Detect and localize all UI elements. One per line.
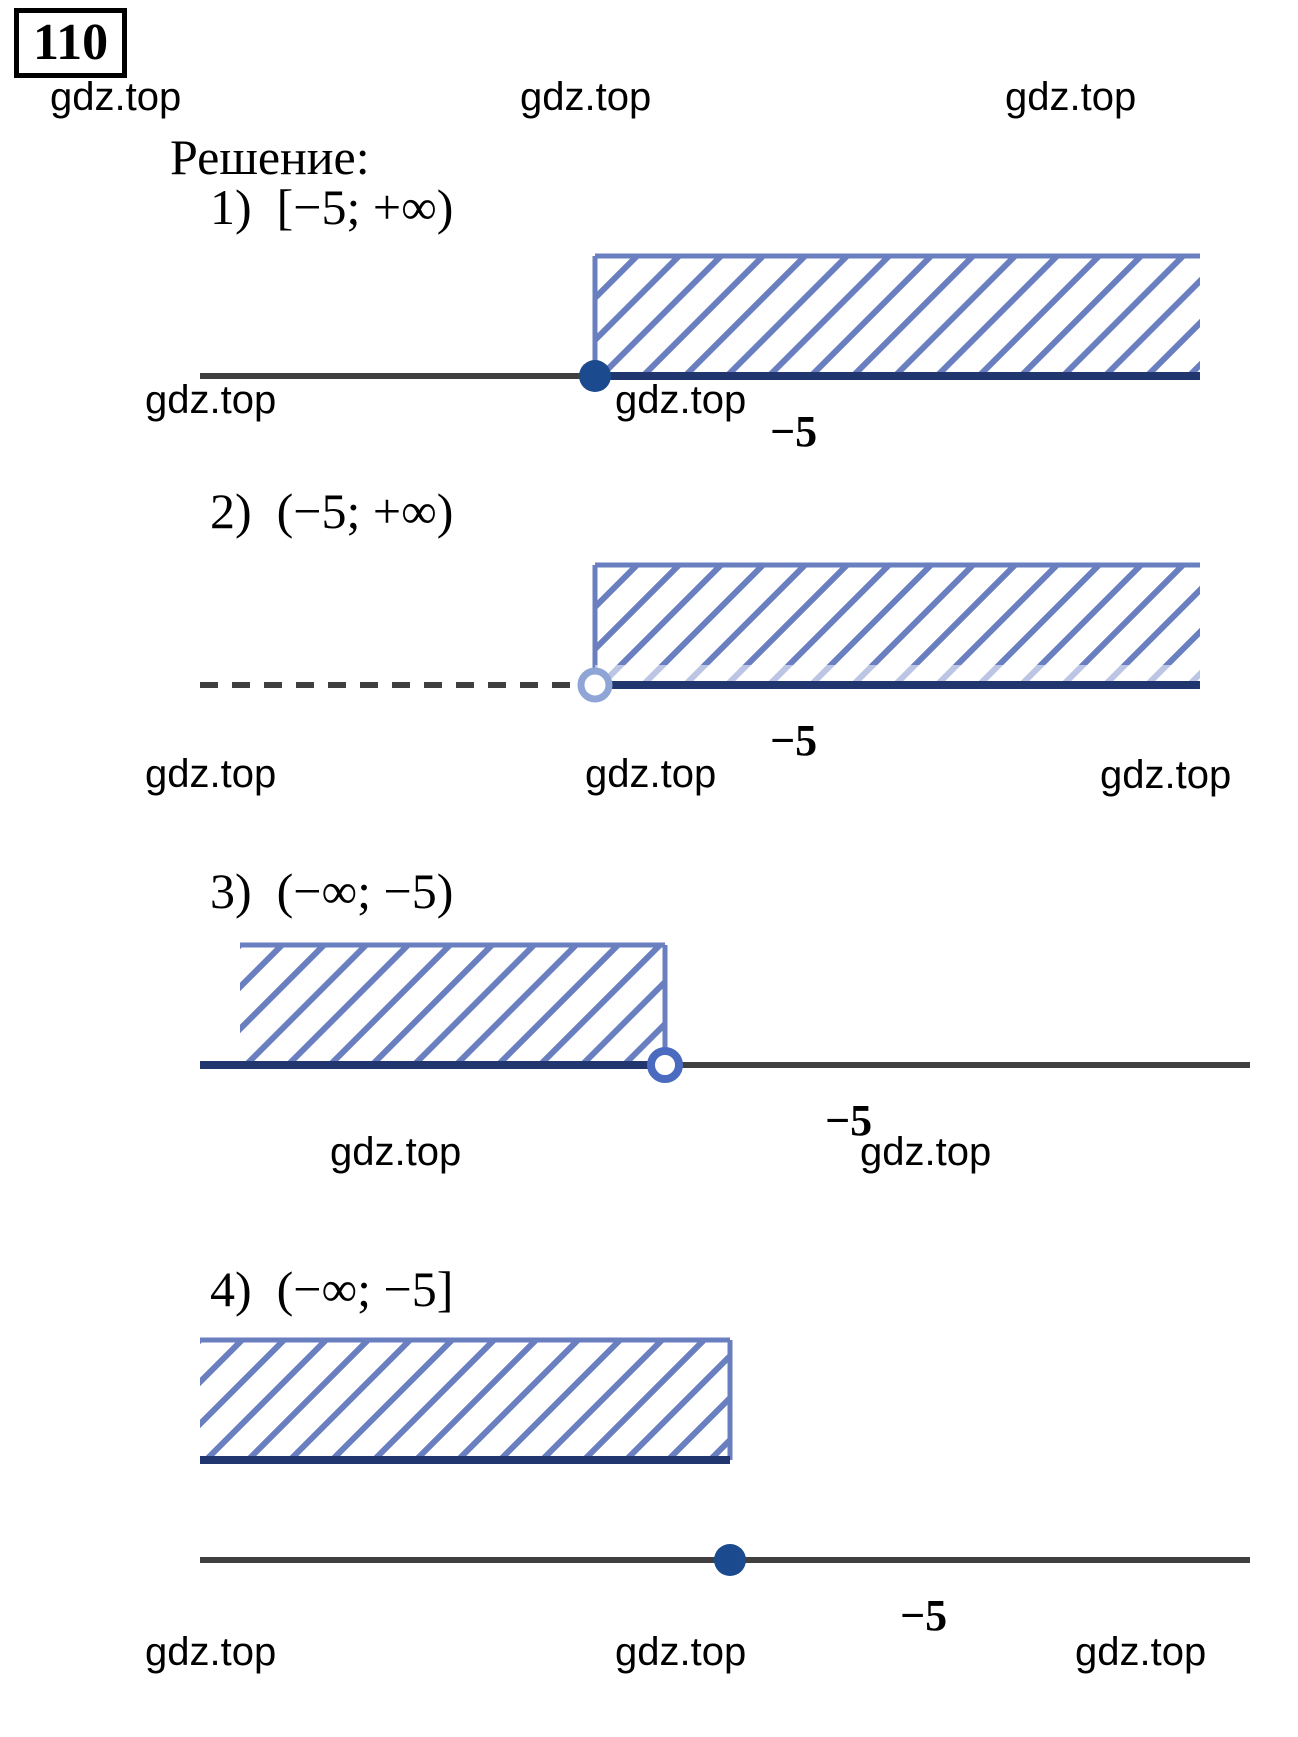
watermark: gdz.top	[1100, 753, 1231, 798]
watermark: gdz.top	[1005, 75, 1136, 120]
watermark: gdz.top	[50, 75, 181, 120]
item-label-1: 1) [−5; +∞)	[210, 178, 453, 236]
number-line-diagram-2	[200, 565, 1200, 705]
item-number: 4)	[210, 1261, 252, 1317]
interval-text: (−∞; −5]	[277, 1261, 454, 1317]
problem-number-box: 110	[14, 8, 127, 78]
tick-label: −5	[770, 715, 817, 766]
interval-text: (−∞; −5)	[277, 863, 454, 919]
watermark: gdz.top	[860, 1130, 991, 1175]
number-line-diagram-1	[200, 256, 1200, 396]
watermark: gdz.top	[585, 752, 716, 797]
interval-text: [−5; +∞)	[277, 179, 454, 235]
watermark: gdz.top	[145, 752, 276, 797]
tick-label: −5	[770, 406, 817, 457]
page: 110 Решение: gdz.topgdz.topgdz.topgdz.to…	[0, 0, 1298, 1737]
item-number: 3)	[210, 863, 252, 919]
open-point-icon	[651, 1051, 679, 1079]
number-line-diagram-4	[200, 1340, 1250, 1680]
interval-text: (−5; +∞)	[277, 483, 454, 539]
item-label-3: 3) (−∞; −5)	[210, 862, 453, 920]
problem-number: 110	[33, 14, 108, 71]
watermark: gdz.top	[330, 1130, 461, 1175]
tick-label: −5	[900, 1590, 947, 1641]
hatch-region	[433, 256, 1298, 376]
hatch-region	[78, 945, 786, 1065]
tick-label: −5	[825, 1095, 872, 1146]
item-number: 2)	[210, 483, 252, 539]
closed-point-icon	[714, 1544, 746, 1576]
item-label-2: 2) (−5; +∞)	[210, 482, 453, 540]
number-line-diagram-3	[200, 945, 1250, 1085]
hatch-region	[38, 1340, 872, 1460]
item-label-4: 4) (−∞; −5]	[210, 1260, 453, 1318]
watermark: gdz.top	[520, 75, 651, 120]
open-point-icon	[581, 671, 609, 699]
closed-point-icon	[579, 360, 611, 392]
item-number: 1)	[210, 179, 252, 235]
